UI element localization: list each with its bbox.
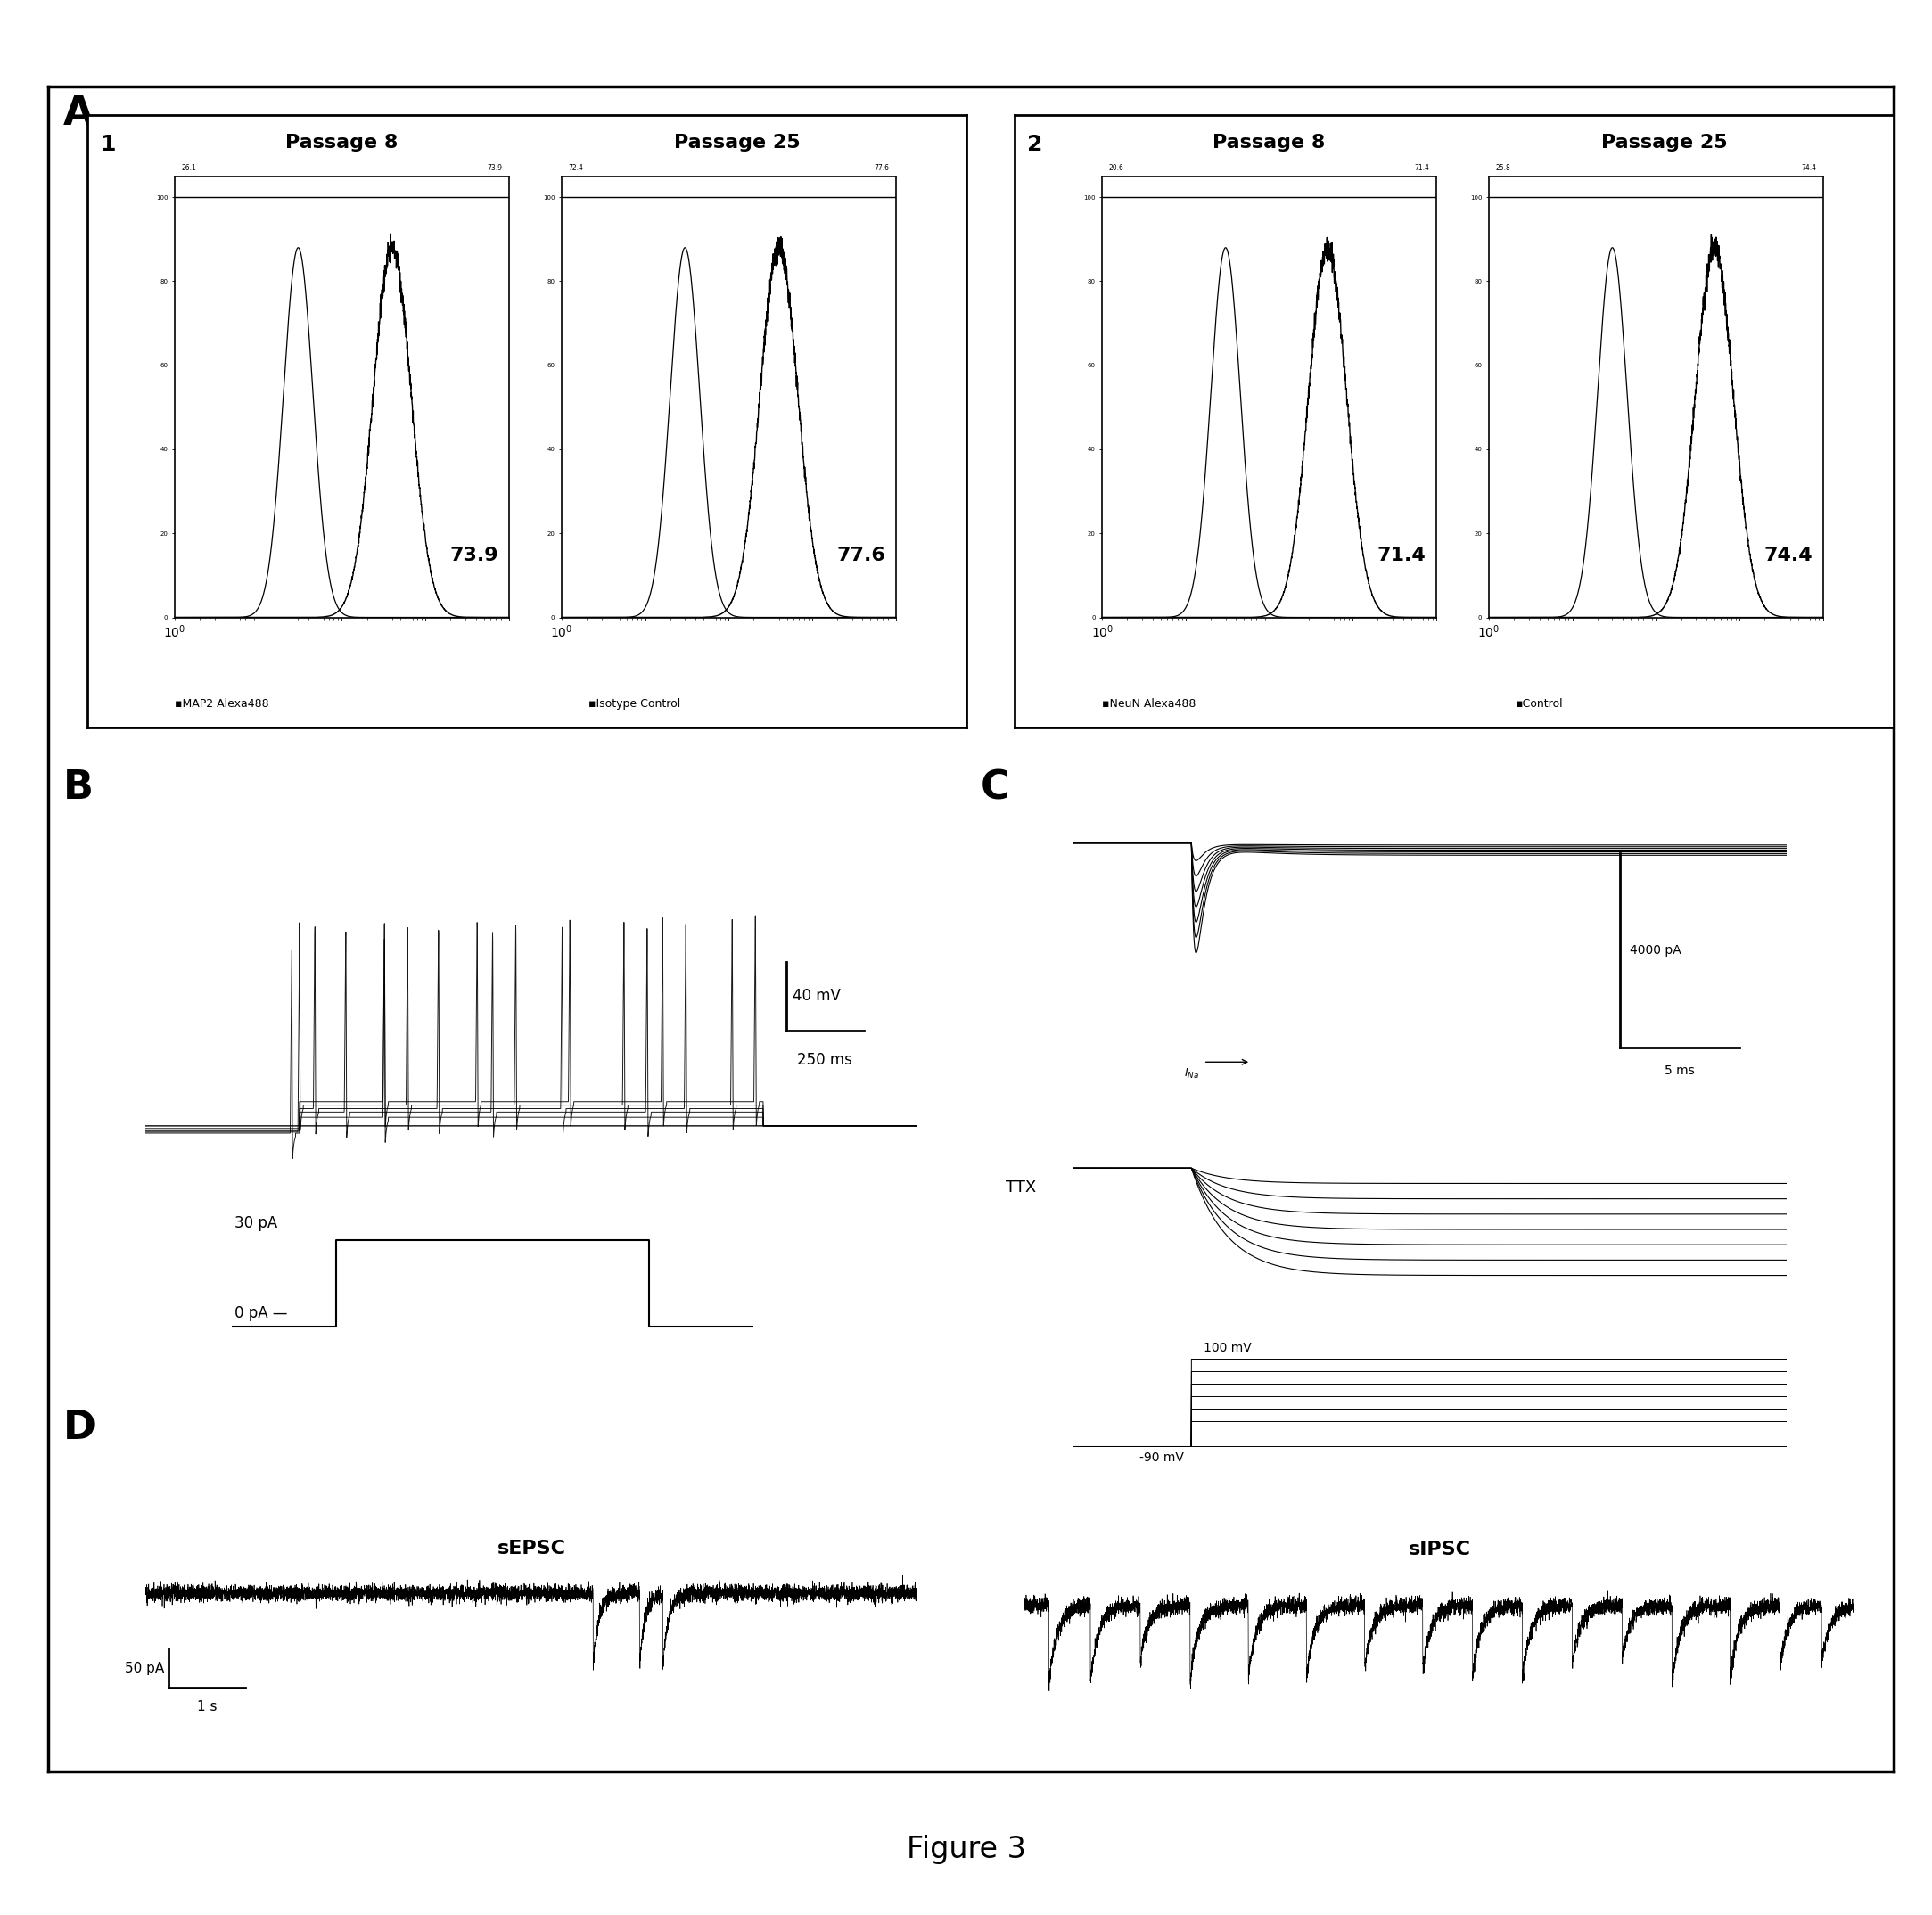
Text: 1: 1 [100,134,116,155]
Text: 74.4: 74.4 [1764,546,1812,565]
Text: Figure 3: Figure 3 [906,1835,1026,1863]
Text: $I_{Na}$: $I_{Na}$ [1184,1067,1200,1080]
Text: ▪Isotype Control: ▪Isotype Control [587,697,680,709]
Text: 72.4: 72.4 [568,165,583,172]
Text: 73.9: 73.9 [487,165,502,172]
Text: Passage 25: Passage 25 [674,134,800,151]
Text: sEPSC: sEPSC [497,1540,566,1557]
Text: TTX: TTX [1007,1180,1037,1195]
Text: 71.4: 71.4 [1414,165,1430,172]
Text: 1 s: 1 s [197,1701,216,1714]
Text: -90 mV: -90 mV [1140,1452,1184,1463]
Text: 20.6: 20.6 [1109,165,1124,172]
Text: 50 pA: 50 pA [126,1662,164,1676]
Text: 100 mV: 100 mV [1204,1342,1252,1354]
Text: 5 ms: 5 ms [1665,1065,1694,1076]
Text: 30 pA: 30 pA [234,1216,278,1231]
Text: 250 ms: 250 ms [798,1051,852,1069]
Text: Passage 25: Passage 25 [1602,134,1727,151]
Text: A: A [64,94,95,132]
Text: D: D [64,1409,97,1448]
Text: B: B [64,768,93,806]
Text: ▪NeuN Alexa488: ▪NeuN Alexa488 [1101,697,1196,709]
Text: 73.9: 73.9 [450,546,498,565]
Text: 25.8: 25.8 [1495,165,1511,172]
Text: ▪Control: ▪Control [1515,697,1563,709]
Text: C: C [980,768,1009,806]
Text: Passage 8: Passage 8 [1213,134,1325,151]
Text: 2: 2 [1028,134,1043,155]
Text: 77.6: 77.6 [873,165,889,172]
Text: 40 mV: 40 mV [792,988,840,1003]
Text: Passage 8: Passage 8 [286,134,398,151]
Text: 77.6: 77.6 [837,546,885,565]
Text: 4000 pA: 4000 pA [1631,944,1681,956]
Text: 71.4: 71.4 [1378,546,1426,565]
Text: sIPSC: sIPSC [1408,1542,1470,1559]
Text: ▪MAP2 Alexa488: ▪MAP2 Alexa488 [174,697,269,709]
Text: 26.1: 26.1 [182,165,197,172]
Text: 0 pA —: 0 pA — [234,1306,288,1321]
Text: 74.4: 74.4 [1801,165,1816,172]
